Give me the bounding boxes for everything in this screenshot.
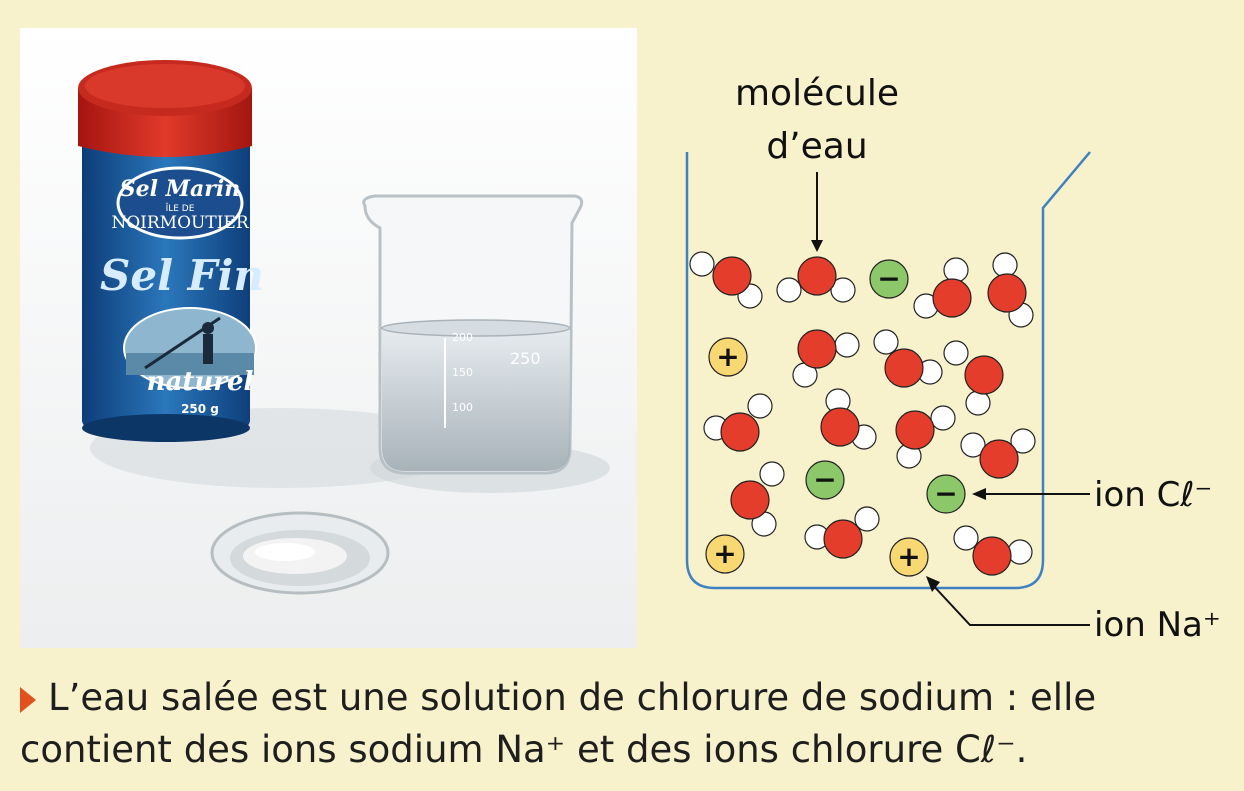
sodium-ion-circle: [705, 534, 745, 574]
caption-marker-icon: [20, 687, 36, 713]
oxygen-atom: [712, 256, 752, 296]
oxygen-atom: [820, 407, 860, 447]
caption: L’eau salée est une solution de chlorure…: [20, 672, 1230, 776]
water-molecule: [895, 405, 956, 469]
chloride-ion-sign: −: [877, 262, 900, 295]
water-molecule: [913, 257, 972, 319]
beaker-mark-100: 100: [452, 401, 473, 414]
arrow-sodium: [926, 576, 940, 592]
hydrogen-atom: [834, 332, 860, 358]
hydrogen-atom: [747, 393, 773, 419]
hydrogen-atom: [854, 506, 880, 532]
hydrogen-atom: [965, 390, 991, 416]
water-molecule: [792, 329, 860, 388]
oxygen-atom: [979, 439, 1019, 479]
sodium-ion-sign: +: [716, 340, 739, 373]
salt-water-photo: Sel Marin ÎLE DE NOIRMOUTIER Sel Fin nat…: [20, 28, 637, 648]
chloride-ion-sign: −: [934, 477, 957, 510]
chloride-ion: −: [926, 474, 966, 514]
oxygen-atom: [797, 256, 837, 296]
label-chloride: ion Cℓ⁻: [1094, 475, 1212, 515]
beaker-mark-150: 150: [452, 366, 473, 379]
hydrogen-atom: [943, 340, 969, 366]
glass-beaker: 200 150 100 250: [362, 194, 584, 475]
can-product: Sel Fin: [100, 251, 264, 300]
oxygen-atom: [895, 410, 935, 450]
beaker-mark-200: 200: [452, 331, 473, 344]
sodium-ion-sign: +: [713, 537, 736, 570]
beaker-outline: [685, 151, 1091, 590]
hydrogen-atom: [873, 329, 899, 355]
sodium-ion: +: [705, 534, 745, 574]
pointer-sodium: [929, 581, 1090, 626]
chloride-ion: −: [869, 259, 909, 299]
hydrogen-atom: [953, 525, 979, 551]
water-molecule: [820, 388, 877, 450]
molecule-group: −− −++ +: [689, 251, 1036, 577]
caption-line-1: L’eau salée est une solution de chlorure…: [20, 672, 1230, 724]
oxygen-atom: [972, 536, 1012, 576]
chloride-ion-circle: [926, 474, 966, 514]
sodium-ion-circle: [708, 337, 748, 377]
water-molecule: [953, 525, 1033, 576]
hydrogen-atom: [759, 461, 785, 487]
can-variant: naturel: [147, 367, 254, 397]
water-molecule: [960, 428, 1036, 479]
sodium-ion: +: [889, 537, 929, 577]
oxygen-atom: [932, 278, 972, 318]
oxygen-atom: [720, 412, 760, 452]
water-molecule: [987, 252, 1034, 328]
oxygen-atom: [797, 329, 837, 369]
can-brand-line2: ÎLE DE: [165, 202, 195, 214]
petri-dish-salt: [210, 511, 390, 595]
label-water-line2: d’eau: [766, 126, 867, 167]
chloride-ion-circle: [805, 460, 845, 500]
sodium-ion: +: [708, 337, 748, 377]
water-molecule: [703, 393, 773, 452]
ion-diagram: −− −++ + molécule d’eau ion Cℓ⁻ ion Na⁺: [685, 73, 1221, 645]
water-molecule: [943, 340, 1004, 416]
oxygen-atom: [884, 348, 924, 388]
arrow-water: [811, 240, 823, 252]
hydrogen-atom: [992, 252, 1018, 278]
hydrogen-atom: [689, 251, 715, 277]
hydrogen-atom: [830, 277, 856, 303]
hydrogen-atom: [776, 277, 802, 303]
sodium-ion-circle: [889, 537, 929, 577]
chloride-ion: −: [805, 460, 845, 500]
salt-can: Sel Marin ÎLE DE NOIRMOUTIER Sel Fin nat…: [78, 60, 264, 442]
oxygen-atom: [987, 273, 1027, 313]
water-molecule: [776, 256, 856, 303]
oxygen-atom: [823, 519, 863, 559]
hydrogen-atom: [930, 405, 956, 431]
label-water-line1: molécule: [735, 73, 899, 114]
arrow-chloride: [972, 488, 986, 500]
hydrogen-atom: [1010, 428, 1036, 454]
can-brand-line3: NOIRMOUTIER: [111, 213, 249, 233]
water-molecule: [730, 461, 785, 537]
can-weight: 250 g: [181, 402, 219, 416]
hydrogen-atom: [960, 432, 986, 458]
hydrogen-atom: [1007, 539, 1033, 565]
beaker-volume: 250: [510, 349, 541, 368]
caption-line2-text: contient des ions sodium Na⁺ et des ions…: [20, 728, 1028, 771]
chloride-ion-sign: −: [813, 463, 836, 496]
oxygen-atom: [964, 355, 1004, 395]
sodium-ion-sign: +: [897, 540, 920, 573]
water-molecule: [804, 506, 880, 559]
water-molecule: [873, 329, 943, 388]
caption-line1-text: L’eau salée est une solution de chlorure…: [48, 676, 1097, 719]
label-sodium: ion Na⁺: [1094, 605, 1221, 645]
hydrogen-atom: [943, 257, 969, 283]
can-brand-line1: Sel Marin: [120, 176, 240, 202]
chloride-ion-circle: [869, 259, 909, 299]
water-molecule: [689, 251, 763, 309]
oxygen-atom: [730, 480, 770, 520]
